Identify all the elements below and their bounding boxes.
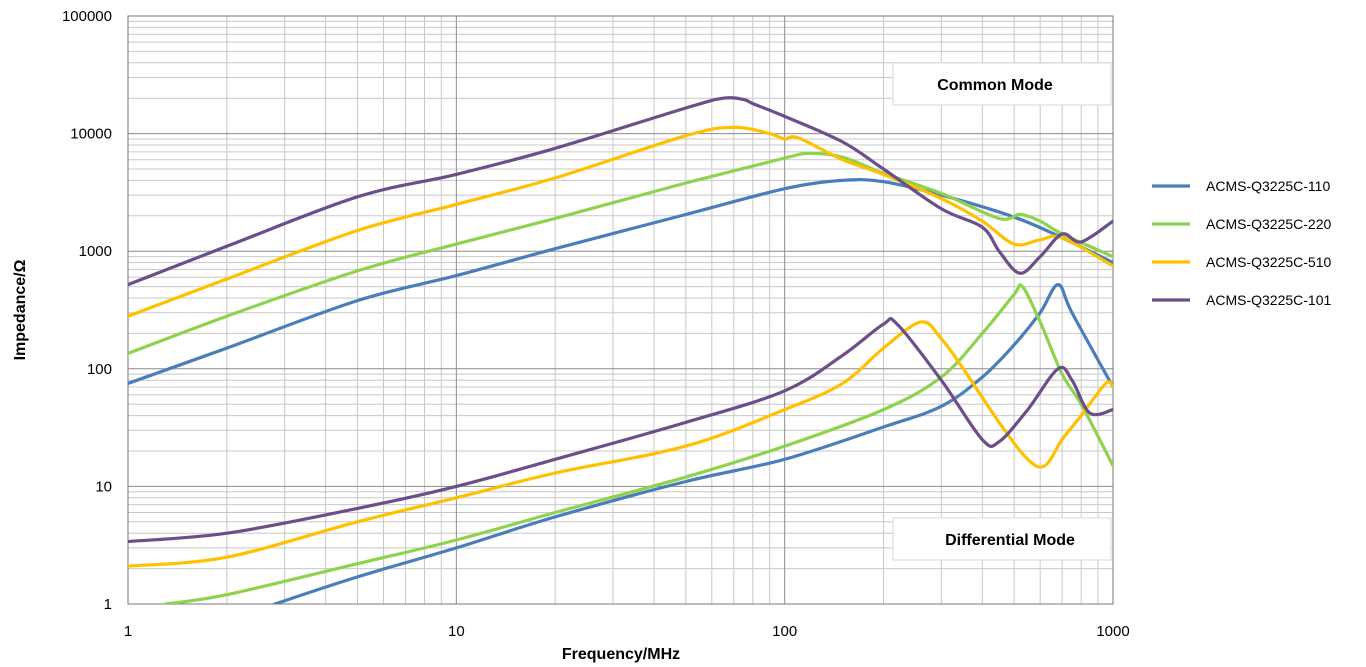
legend-item: ACMS-Q3225C-101 — [1152, 292, 1331, 308]
x-tick-label: 10 — [448, 623, 465, 640]
differential-mode-box: Differential Mode — [892, 517, 1112, 561]
y-tick-label: 10 — [95, 478, 112, 495]
legend: ACMS-Q3225C-110 ACMS-Q3225C-220 ACMS-Q3225… — [1152, 178, 1331, 308]
x-tick-label: 100 — [772, 623, 797, 640]
y-axis-title: Impedance/Ω — [12, 259, 29, 360]
series-line-acms-q3225c-220-differential-mode — [163, 283, 1113, 604]
y-tick-label: 1000 — [79, 243, 112, 260]
common-mode-label: Common Mode — [937, 77, 1053, 94]
minor-gridlines — [128, 16, 1113, 604]
y-tick-label: 100000 — [62, 8, 112, 25]
series-line-acms-q3225c-110-differential-mode — [273, 283, 1113, 604]
legend-label: ACMS-Q3225C-510 — [1206, 254, 1331, 270]
legend-item: ACMS-Q3225C-510 — [1152, 254, 1331, 270]
series-line-acms-q3225c-510-common-mode — [128, 125, 1113, 318]
legend-label: ACMS-Q3225C-110 — [1206, 178, 1330, 194]
series-line-acms-q3225c-510-differential-mode — [128, 320, 1113, 568]
series-layer — [128, 96, 1113, 604]
series-line-acms-q3225c-101-common-mode — [128, 96, 1113, 287]
y-tick-label: 10000 — [70, 126, 112, 143]
legend-label: ACMS-Q3225C-101 — [1206, 292, 1331, 308]
differential-mode-label: Differential Mode — [945, 532, 1075, 549]
x-axis-title: Frequency/MHz — [562, 646, 680, 663]
x-tick-label: 1000 — [1096, 623, 1129, 640]
common-mode-box: Common Mode — [892, 62, 1112, 106]
legend-item: ACMS-Q3225C-110 — [1152, 178, 1330, 194]
series-line-acms-q3225c-101-differential-mode — [128, 316, 1113, 544]
y-tick-label: 1 — [104, 596, 112, 613]
x-tick-labels: 1 10 100 1000 — [124, 623, 1130, 640]
plot-frame — [127, 15, 1114, 605]
x-tick-label: 1 — [124, 623, 132, 640]
y-tick-labels: 1 10 100 1000 10000 100000 — [62, 8, 112, 613]
legend-item: ACMS-Q3225C-220 — [1152, 216, 1331, 232]
legend-label: ACMS-Q3225C-220 — [1206, 216, 1331, 232]
series-line-acms-q3225c-110-common-mode — [128, 178, 1113, 386]
series-line-acms-q3225c-220-common-mode — [128, 151, 1113, 356]
y-tick-label: 100 — [87, 361, 112, 378]
